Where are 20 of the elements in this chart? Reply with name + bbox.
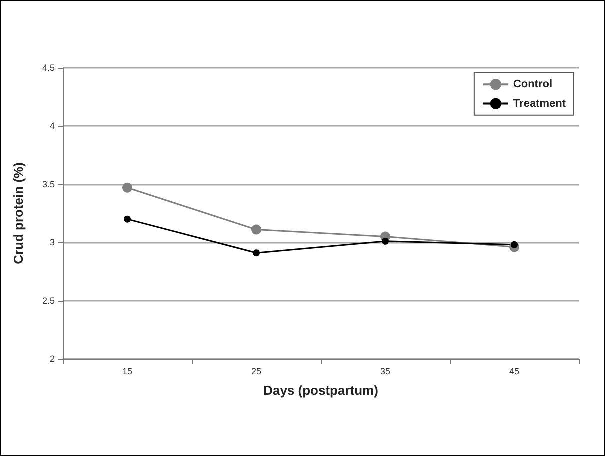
point (253, 250, 260, 257)
x-tick-label: 45 (509, 366, 520, 376)
x-tick-label: 35 (380, 366, 391, 376)
x-tick-label: 15 (122, 366, 133, 376)
legend-label: Treatment (513, 98, 566, 110)
x-axis-title: Days (postpartum) (264, 383, 378, 398)
y-tick-label: 2.5 (42, 296, 55, 306)
point (382, 238, 389, 245)
y-tick-label: 2 (50, 354, 55, 364)
y-axis-title: Crud protein (%) (11, 162, 26, 264)
y-tick-label: 4 (50, 121, 55, 132)
point (124, 216, 131, 223)
y-tick-label: 3.5 (42, 179, 55, 190)
legend-label: Control (513, 78, 553, 91)
y-tick-label: 3 (50, 238, 55, 248)
point (511, 241, 518, 248)
point (252, 224, 262, 235)
x-tick-label: 25 (251, 366, 262, 376)
point (122, 182, 132, 193)
y-tick-label: 4.5 (42, 63, 55, 73)
